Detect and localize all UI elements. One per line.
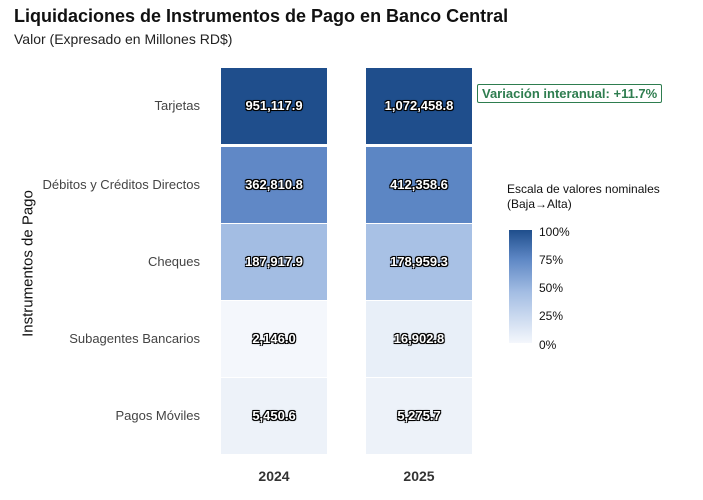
heatmap-cell: 16,902.8 (366, 301, 472, 377)
x-tick-label: 2025 (403, 468, 435, 484)
heatmap-cell: 362,810.8 (221, 147, 327, 223)
cell-value-label: 187,917.9 (245, 254, 303, 269)
annotation-yoy: Variación interanual: +11.7% (477, 84, 663, 103)
legend-tick: 50% (539, 281, 564, 295)
heatmap-cell: 5,450.6 (221, 378, 327, 454)
legend-title-line2: (Baja→Alta) (507, 197, 572, 211)
legend-colorbar (509, 230, 532, 343)
heatmap-cell: 951,117.9 (221, 68, 327, 144)
chart-title: Liquidaciones de Instrumentos de Pago en… (14, 6, 509, 26)
y-tick-label: Cheques (147, 254, 200, 269)
legend-tick: 0% (539, 338, 557, 352)
cell-value-label: 951,117.9 (245, 98, 303, 113)
cell-value-label: 1,072,458.8 (384, 98, 454, 113)
x-tick-label: 2024 (258, 468, 290, 484)
cell-value-label: 16,902.8 (393, 331, 445, 346)
cell-value-label: 412,358.6 (390, 177, 448, 192)
legend-title: Escala de valores nominales (Baja→Alta) (507, 182, 660, 212)
y-tick-label: Tarjetas (154, 98, 200, 113)
heatmap-cell: 5,275.7 (366, 378, 472, 454)
legend-tick: 100% (539, 225, 570, 239)
y-tick-label: Pagos Móviles (115, 408, 200, 423)
heatmap-cell: 178,959.3 (366, 224, 472, 300)
cell-value-label: 362,810.8 (245, 177, 303, 192)
y-tick-label: Subagentes Bancarios (69, 331, 200, 346)
legend-tick: 25% (539, 309, 564, 323)
y-tick-label: Débitos y Créditos Directos (42, 177, 201, 192)
heatmap-cell: 1,072,458.8 (366, 68, 472, 144)
cell-value-label: 178,959.3 (390, 254, 448, 269)
legend-title-line1: Escala de valores nominales (507, 182, 660, 196)
cell-value-label: 5,275.7 (397, 408, 441, 423)
heatmap-cell: 187,917.9 (221, 224, 327, 300)
legend-tick: 75% (539, 253, 564, 267)
heatmap-cell: 412,358.6 (366, 147, 472, 223)
cell-value-label: 2,146.0 (252, 331, 296, 346)
heatmap-cell: 2,146.0 (221, 301, 327, 377)
cell-value-label: 5,450.6 (252, 408, 296, 423)
chart-subtitle: Valor (Expresado en Millones RD$) (14, 31, 233, 47)
